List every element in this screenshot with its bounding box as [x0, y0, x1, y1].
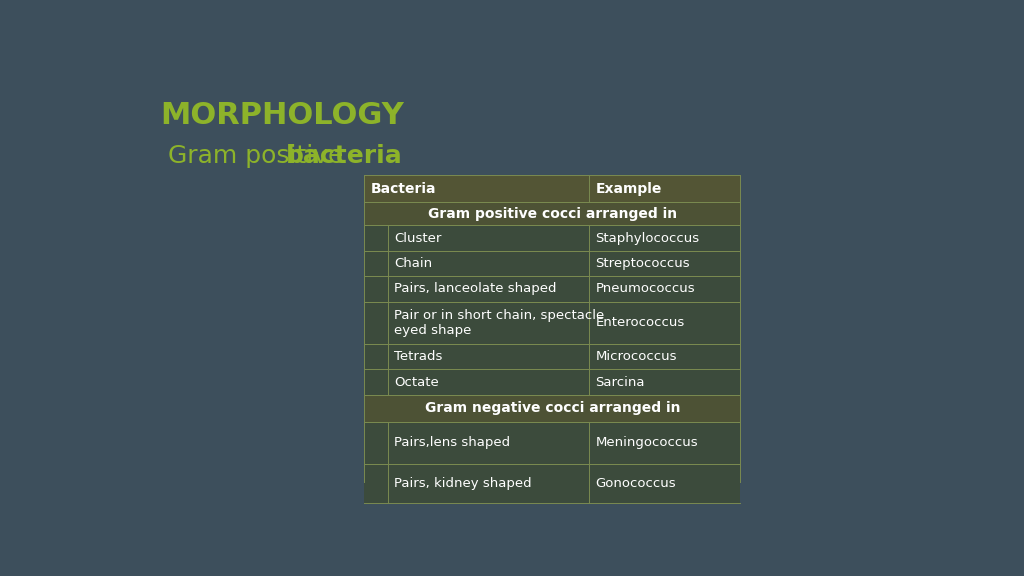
Bar [365, 464, 740, 503]
Bar [365, 251, 740, 276]
Text: Gram positive cocci arranged in: Gram positive cocci arranged in [428, 207, 677, 221]
Bar [365, 276, 740, 302]
Text: Bacteria: Bacteria [371, 182, 436, 196]
Text: Pairs, lanceolate shaped: Pairs, lanceolate shaped [394, 282, 556, 295]
Text: Pair or in short chain, spectacle
eyed shape: Pair or in short chain, spectacle eyed s… [394, 309, 604, 337]
Text: Sarcina: Sarcina [596, 376, 645, 389]
Bar [365, 369, 740, 395]
Bar [365, 344, 740, 369]
Bar [365, 302, 740, 344]
Text: Pairs,lens shaped: Pairs,lens shaped [394, 437, 510, 449]
Text: Pairs, kidney shaped: Pairs, kidney shaped [394, 477, 531, 490]
Bar [365, 175, 740, 202]
Text: Micrococcus: Micrococcus [596, 350, 677, 363]
Bar [365, 202, 740, 225]
Bar [365, 225, 740, 251]
Text: Gonococcus: Gonococcus [596, 477, 676, 490]
Text: Cluster: Cluster [394, 232, 441, 245]
Text: Gram positive: Gram positive [168, 144, 351, 168]
Text: MORPHOLOGY: MORPHOLOGY [161, 101, 404, 130]
Text: Streptococcus: Streptococcus [596, 257, 690, 270]
Text: Pneumococcus: Pneumococcus [596, 282, 695, 295]
Text: Staphylococcus: Staphylococcus [596, 232, 699, 245]
Text: Tetrads: Tetrads [394, 350, 442, 363]
Bar [365, 422, 740, 464]
Text: Enterococcus: Enterococcus [596, 316, 685, 329]
Text: Octate: Octate [394, 376, 438, 389]
Text: bacteria: bacteria [286, 144, 402, 168]
Bar [365, 395, 740, 422]
Text: Gram negative cocci arranged in: Gram negative cocci arranged in [425, 401, 680, 415]
Text: Meningococcus: Meningococcus [596, 437, 698, 449]
Text: Example: Example [596, 182, 662, 196]
Text: Chain: Chain [394, 257, 432, 270]
